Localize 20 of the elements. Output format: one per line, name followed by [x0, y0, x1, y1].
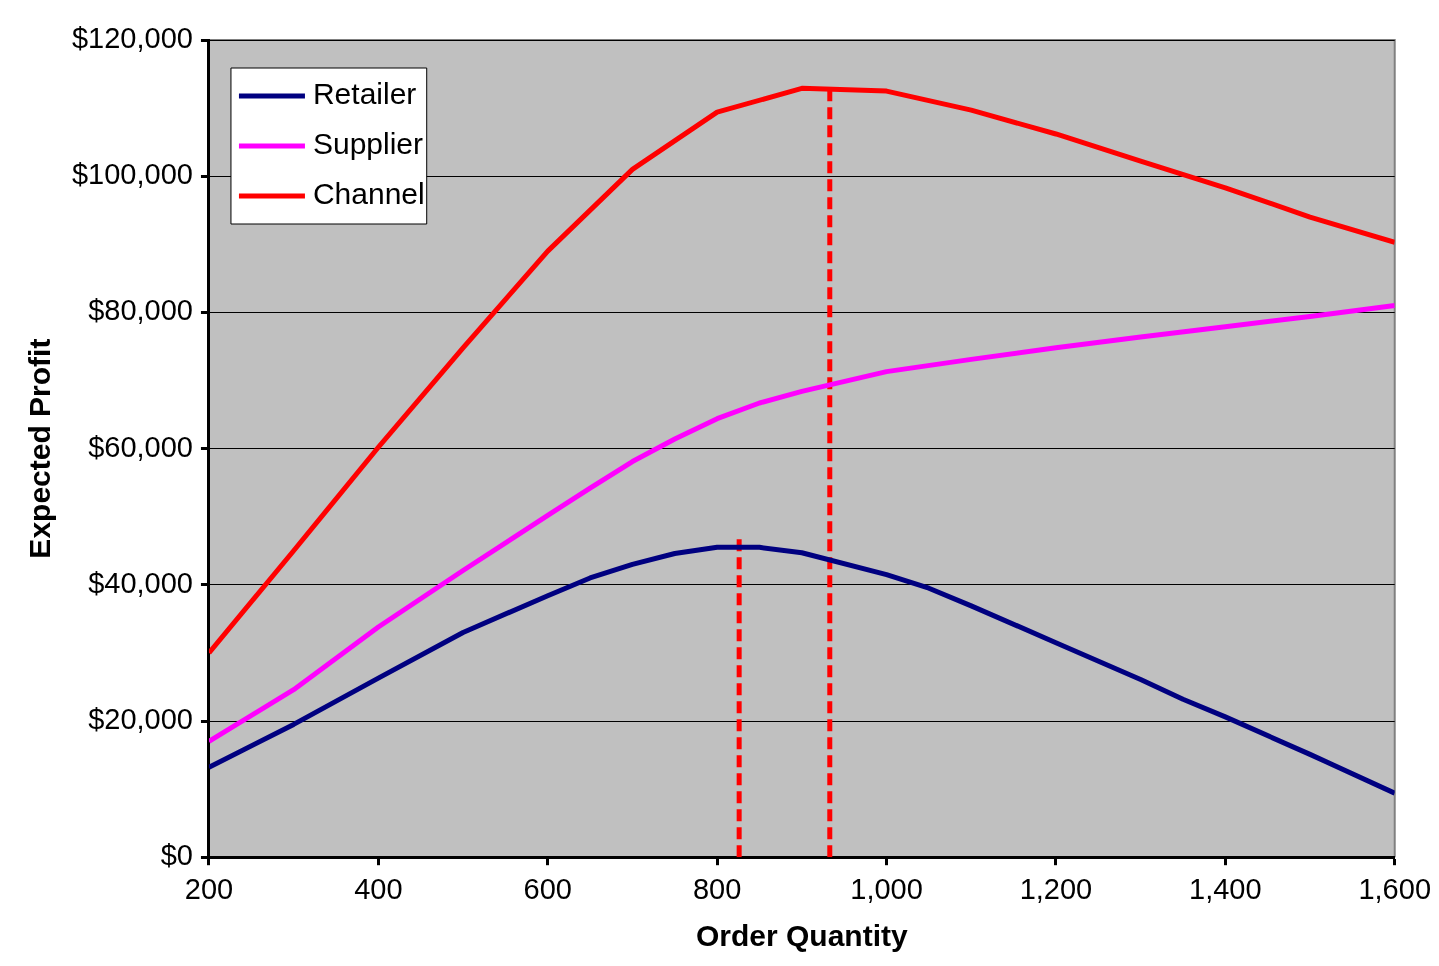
y-tick-label: $120,000: [71, 22, 193, 54]
y-axis-title: Expected Profit: [23, 338, 57, 559]
legend-label: Channel: [312, 177, 425, 211]
x-tick-label: 800: [692, 872, 742, 905]
x-tick-label: 1,200: [1019, 872, 1093, 905]
y-tick-label: $20,000: [88, 703, 193, 735]
y-tick-label: $100,000: [71, 158, 193, 191]
x-tick-label: 400: [354, 872, 403, 905]
x-tick-label: 1,600: [1358, 872, 1431, 905]
x-tick-label: 1,400: [1189, 872, 1262, 905]
y-tick-label: $80,000: [88, 294, 193, 327]
x-tick-label: 200: [184, 872, 234, 905]
x-tick-label: 1,000: [850, 872, 923, 905]
x-axis-title: Order Quantity: [695, 919, 908, 953]
y-tick-label: $0: [160, 839, 193, 872]
legend-label: Retailer: [312, 77, 417, 111]
legend-label: Supplier: [312, 127, 424, 161]
y-tick-label: $60,000: [88, 430, 193, 463]
x-tick-label: 600: [523, 872, 572, 905]
y-tick-label: $40,000: [88, 566, 193, 599]
